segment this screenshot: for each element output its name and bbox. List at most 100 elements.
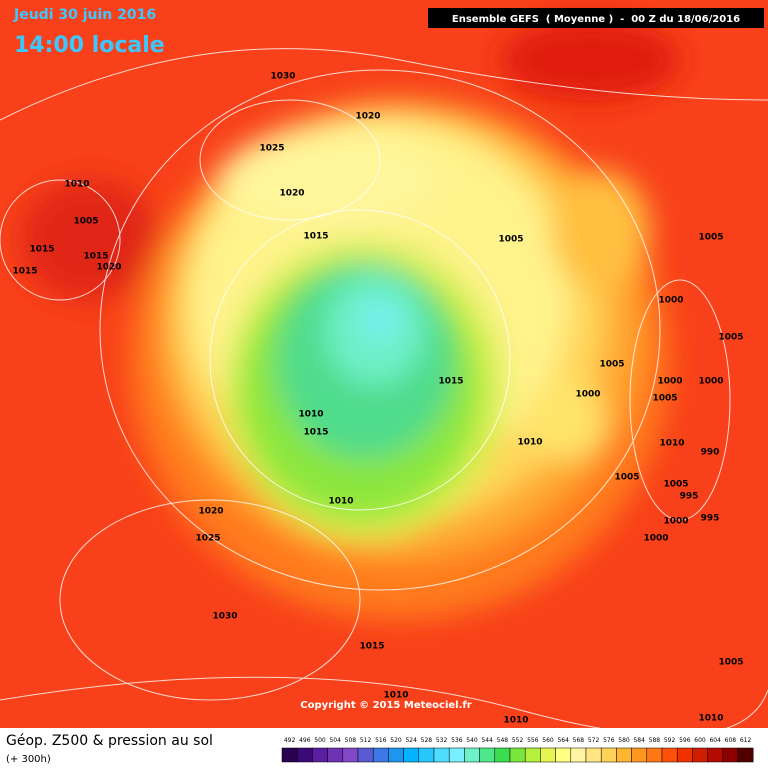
isobar-label: 1025 <box>259 144 284 154</box>
isobar-label: 1020 <box>279 189 304 199</box>
isobar-label: 1000 <box>657 377 682 387</box>
scale-swatch <box>494 747 511 763</box>
scale-label: 584 <box>633 737 645 744</box>
isobar-label: 1015 <box>359 642 384 652</box>
scale-label: 504 <box>329 737 341 744</box>
scale-swatch <box>509 747 526 763</box>
scale-swatch <box>403 747 420 763</box>
scale-label: 600 <box>694 737 706 744</box>
isobar-label: 1000 <box>575 390 600 400</box>
scale-swatch <box>585 747 602 763</box>
scale-label: 528 <box>421 737 433 744</box>
scale-swatch <box>479 747 496 763</box>
scale-label: 572 <box>588 737 600 744</box>
isobar-label: 1005 <box>718 658 743 668</box>
scale-label: 536 <box>451 737 463 744</box>
isobar-label: 1015 <box>29 245 54 255</box>
isobar-label: 1030 <box>270 72 295 82</box>
scale-swatch <box>646 747 663 763</box>
scale-label: 560 <box>542 737 554 744</box>
scale-label: 552 <box>512 737 524 744</box>
isobar-label: 1005 <box>698 233 723 243</box>
scale-swatch <box>661 747 678 763</box>
scale-swatch <box>296 747 313 763</box>
scale-label: 524 <box>405 737 417 744</box>
copyright: Copyright © 2015 Meteociel.fr <box>300 700 471 711</box>
isobar-label: 1005 <box>498 235 523 245</box>
scale-swatch <box>600 747 617 763</box>
scale-label: 580 <box>618 737 630 744</box>
isobar-label: 1005 <box>718 333 743 343</box>
scale-label: 596 <box>679 737 691 744</box>
scale-swatch <box>327 747 344 763</box>
isobar-label: 1000 <box>658 296 683 306</box>
scale-label: 544 <box>481 737 493 744</box>
scale-label: 556 <box>527 737 539 744</box>
scale-label: 612 <box>740 737 752 744</box>
isobar-label: 1005 <box>73 217 98 227</box>
scale-label: 496 <box>299 737 311 744</box>
scale-swatch <box>692 747 708 763</box>
scale-label: 520 <box>390 737 402 744</box>
isobar-label: 1015 <box>12 267 37 277</box>
isobar-label: 1020 <box>198 507 223 517</box>
isobar-label: 1010 <box>517 438 542 448</box>
isobar-label: 1005 <box>599 360 624 370</box>
isobar-label: 1015 <box>303 232 328 242</box>
isobar-label: 1000 <box>698 377 723 387</box>
scale-swatch <box>570 747 587 763</box>
isobar-label: 1005 <box>614 473 639 483</box>
scale-label: 512 <box>360 737 372 744</box>
scale-label: 548 <box>497 737 509 744</box>
model-banner <box>428 8 764 28</box>
scale-swatch <box>372 747 389 763</box>
isobar-label: 1010 <box>64 180 89 190</box>
scale-swatch <box>464 747 480 763</box>
color-scale: 492 496 500 504 508 512 516 520 524 528 532 536 540 5… <box>281 737 754 763</box>
isobar-label: 1015 <box>83 252 108 262</box>
scale-label: 540 <box>466 737 478 744</box>
forecast-time: 14:00 locale <box>14 33 165 58</box>
isobar-label: 1000 <box>663 517 688 527</box>
scale-swatch <box>707 747 724 763</box>
isobar-label: 1020 <box>355 112 380 122</box>
isobar-label: 1005 <box>663 480 688 490</box>
scale-swatch <box>418 747 435 763</box>
isobar-label: 1010 <box>383 691 408 701</box>
scale-label: 500 <box>314 737 326 744</box>
scale-label: 532 <box>436 737 448 744</box>
isobar-label: 1010 <box>659 439 684 449</box>
lead-time: (+ 300h) <box>6 754 51 765</box>
isobar-label: 1030 <box>212 612 237 622</box>
scale-swatch <box>524 747 541 763</box>
scale-label: 564 <box>557 737 569 744</box>
scale-swatch <box>388 747 404 763</box>
scale-label: 568 <box>573 737 585 744</box>
scale-swatch <box>342 747 359 763</box>
isobar-label: 990 <box>701 448 720 458</box>
scale-swatch <box>722 747 739 763</box>
scale-swatch <box>357 747 374 763</box>
scale-swatch <box>448 747 465 763</box>
scale-swatch <box>737 747 754 763</box>
scale-label: 588 <box>649 737 661 744</box>
isobar-label: 1025 <box>195 534 220 544</box>
scale-swatch <box>676 747 693 763</box>
isobar-label: 1015 <box>303 428 328 438</box>
isobar-label: 995 <box>680 492 699 502</box>
isobar-label: 1010 <box>698 714 723 724</box>
isobar-label: 1020 <box>96 263 121 273</box>
scale-label: 492 <box>284 737 296 744</box>
scale-swatch <box>616 747 632 763</box>
scale-swatch <box>312 747 328 763</box>
isobar-label: 1005 <box>652 394 677 404</box>
scale-swatch <box>540 747 556 763</box>
scale-label: 592 <box>664 737 676 744</box>
scale-label: 576 <box>603 737 615 744</box>
isobar-label: 1010 <box>503 716 528 726</box>
scale-label: 608 <box>725 737 737 744</box>
scale-swatch <box>281 747 298 763</box>
isobar-label: 1015 <box>438 377 463 387</box>
isobar-labels: 1030102010251020101010051015101510201015… <box>12 72 743 726</box>
